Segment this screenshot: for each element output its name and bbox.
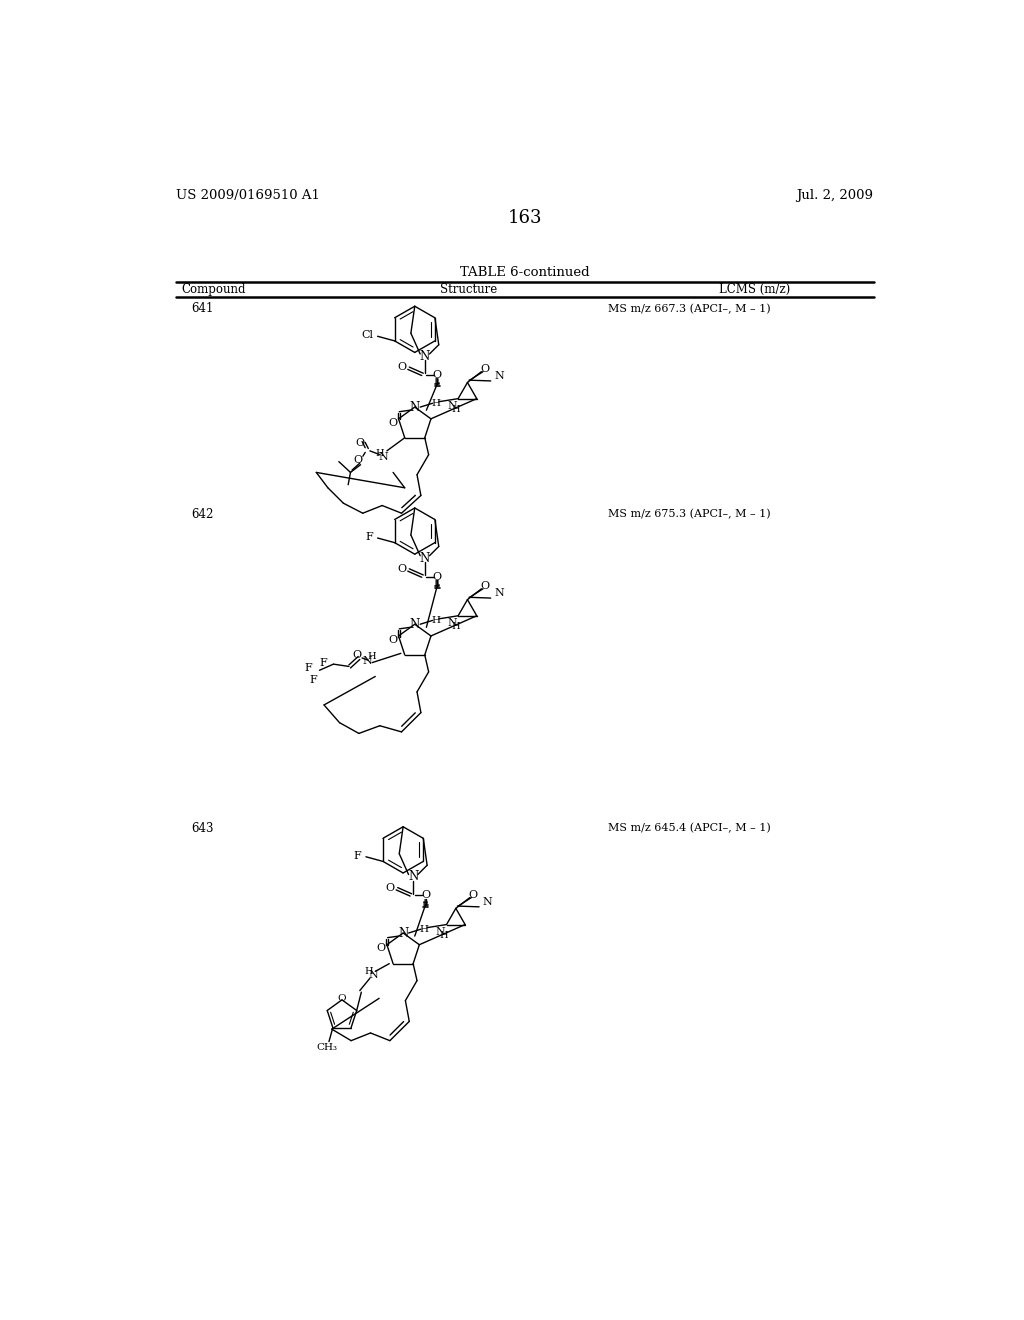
Text: H: H	[376, 449, 384, 458]
Text: N: N	[398, 927, 409, 940]
Text: H: H	[368, 652, 377, 661]
Text: 163: 163	[508, 210, 542, 227]
Text: N: N	[379, 451, 389, 462]
Text: MS m/z 667.3 (APCI–, M – 1): MS m/z 667.3 (APCI–, M – 1)	[608, 304, 771, 314]
Text: N: N	[420, 552, 430, 565]
Text: N: N	[495, 371, 504, 381]
Text: O: O	[433, 370, 441, 380]
Text: N: N	[410, 618, 420, 631]
Text: US 2009/0169510 A1: US 2009/0169510 A1	[176, 189, 319, 202]
Text: F: F	[309, 675, 317, 685]
Text: O: O	[353, 455, 362, 465]
Text: O: O	[468, 890, 477, 899]
Text: H: H	[431, 616, 440, 624]
Text: O: O	[355, 438, 365, 449]
Text: Compound: Compound	[181, 282, 246, 296]
Text: O: O	[397, 362, 407, 372]
Text: N: N	[435, 927, 445, 937]
Text: O: O	[338, 994, 346, 1003]
Text: O: O	[352, 649, 361, 660]
Text: MS m/z 645.4 (APCI–, M – 1): MS m/z 645.4 (APCI–, M – 1)	[608, 824, 771, 833]
Text: H: H	[452, 622, 460, 631]
Text: LCMS (m/z): LCMS (m/z)	[719, 282, 790, 296]
Text: 641: 641	[191, 302, 214, 315]
Text: N: N	[368, 970, 378, 981]
Text: N: N	[362, 656, 373, 667]
Text: 642: 642	[191, 508, 214, 520]
Text: O: O	[388, 417, 397, 428]
Text: N: N	[447, 401, 457, 412]
Text: H: H	[452, 405, 460, 414]
Text: F: F	[353, 851, 361, 861]
Text: O: O	[388, 635, 397, 644]
Text: 643: 643	[191, 822, 214, 834]
Text: O: O	[433, 572, 441, 582]
Text: H: H	[431, 399, 440, 408]
Text: N: N	[447, 619, 457, 628]
Text: O: O	[480, 581, 489, 591]
Text: CH₃: CH₃	[316, 1043, 337, 1052]
Text: MS m/z 675.3 (APCI–, M – 1): MS m/z 675.3 (APCI–, M – 1)	[608, 510, 771, 519]
Text: O: O	[480, 363, 489, 374]
Text: H: H	[365, 966, 374, 975]
Text: O: O	[377, 944, 386, 953]
Text: F: F	[366, 532, 373, 543]
Text: N: N	[410, 400, 420, 413]
Text: N: N	[409, 870, 419, 883]
Text: TABLE 6-continued: TABLE 6-continued	[460, 265, 590, 279]
Text: O: O	[421, 890, 430, 900]
Text: N: N	[420, 350, 430, 363]
Text: Structure: Structure	[440, 282, 498, 296]
Text: F: F	[304, 663, 311, 673]
Text: N: N	[482, 898, 493, 907]
Text: H: H	[440, 931, 449, 940]
Text: F: F	[319, 657, 328, 668]
Text: N: N	[495, 589, 504, 598]
Text: Cl: Cl	[360, 330, 373, 341]
Text: Jul. 2, 2009: Jul. 2, 2009	[797, 189, 873, 202]
Text: O: O	[385, 883, 394, 892]
Text: H: H	[420, 925, 429, 933]
Text: O: O	[397, 564, 407, 574]
